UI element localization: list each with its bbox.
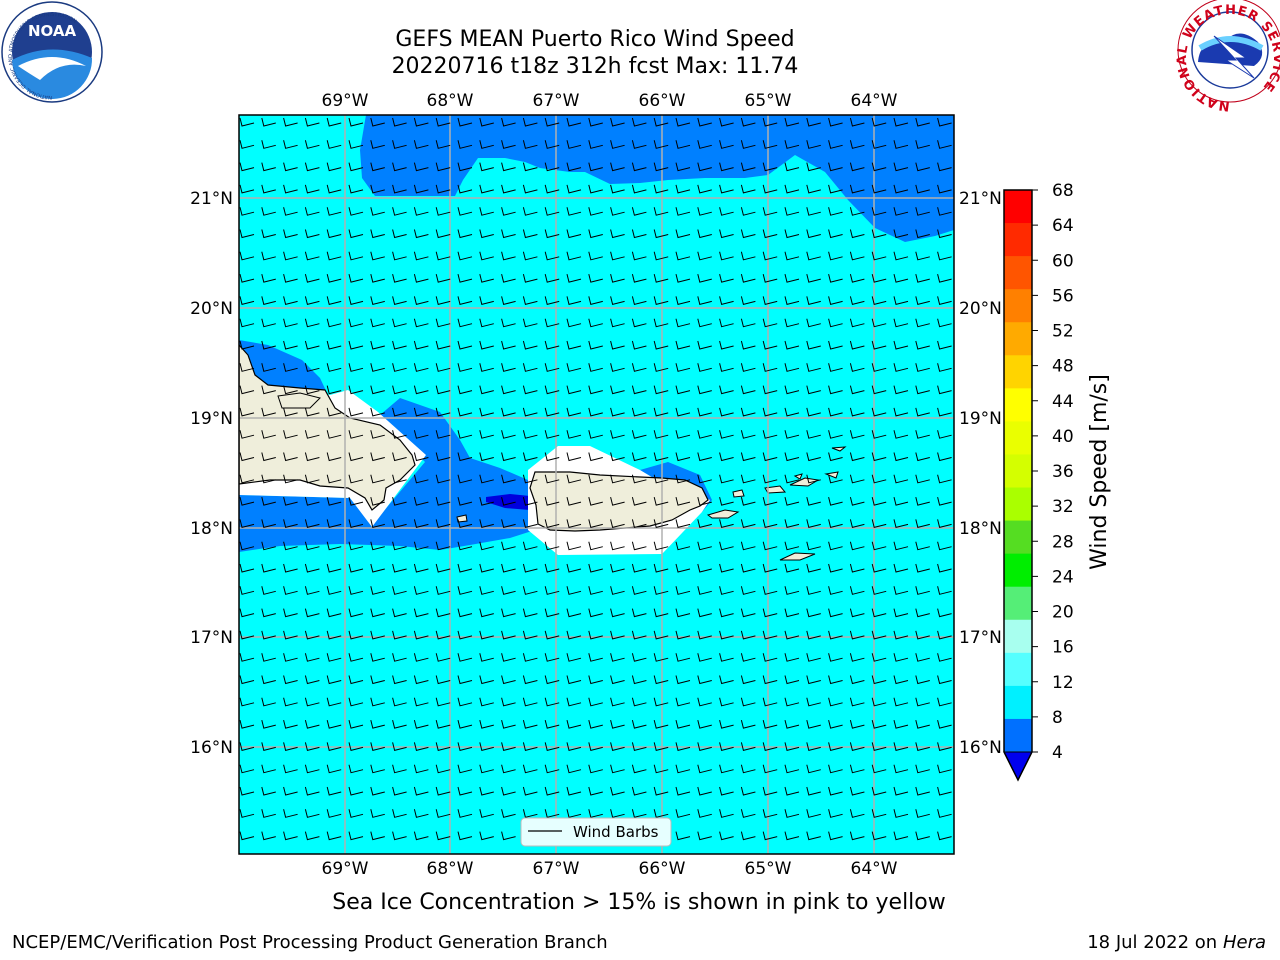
colorbar-segment [1004, 718, 1032, 753]
lat-tick: 19°N [959, 409, 1002, 429]
colorbar-segment [1004, 685, 1032, 720]
colorbar-segment [1004, 190, 1032, 224]
lon-tick: 68°W [427, 91, 474, 111]
lat-tick: 21°N [959, 189, 1002, 209]
lat-tick: 16°N [190, 738, 233, 758]
lat-tick: 16°N [959, 738, 1002, 758]
colorbar-tick-label: 20 [1052, 603, 1074, 623]
wind-barbs-layer [239, 117, 952, 841]
noaa-logo-text: NOAA [28, 22, 77, 40]
colorbar-segment [1004, 223, 1032, 257]
colorbar-tick-label: 60 [1052, 251, 1074, 271]
colorbar-tick-label: 52 [1052, 322, 1074, 342]
colorbar-tick-label: 40 [1052, 427, 1074, 447]
colorbar-extend-arrow [1003, 751, 1033, 782]
colorbar-frame [1003, 189, 1033, 782]
noaa-logo: NOAA NATIONAL OCEANIC AND ATMOSPHERIC AD… [1, 1, 103, 103]
puerto-rico-land [529, 471, 709, 532]
lat-ticks-left: 21°N 20°N 19°N 18°N 17°N 16°N [190, 189, 233, 758]
colorbar-tick-label: 4 [1052, 743, 1063, 763]
lat-tick: 17°N [190, 628, 233, 648]
colorbar-tick-label: 68 [1052, 181, 1074, 201]
colorbar-tick-label: 16 [1052, 638, 1074, 658]
colorbar-segment [1004, 454, 1032, 489]
colorbar-segment [1004, 487, 1032, 522]
wind-4-8-pr-east [640, 462, 712, 512]
lon-ticks-bottom: 69°W 68°W 67°W 66°W 65°W 64°W [322, 859, 898, 879]
lon-tick: 67°W [533, 859, 580, 879]
colorbar-segment [1004, 553, 1032, 588]
colorbar-tick-label: 32 [1052, 497, 1074, 517]
colorbar-tick-label: 12 [1052, 673, 1074, 693]
lat-tick: 18°N [190, 519, 233, 539]
map-title: GEFS MEAN Puerto Rico Wind Speed [395, 27, 795, 52]
sea-ice-caption: Sea Ice Concentration > 15% is shown in … [332, 890, 946, 915]
lon-tick: 69°W [322, 859, 369, 879]
lon-tick: 64°W [851, 859, 898, 879]
wind-below-4 [486, 494, 530, 510]
map-subtitle: 20220716 t18z 312h fcst Max: 11.74 [391, 54, 799, 79]
colorbar-tick-label: 48 [1052, 357, 1074, 377]
lat-tick: 18°N [959, 519, 1002, 539]
colorbar-segment [1004, 586, 1032, 621]
colorbar-segment [1004, 322, 1032, 356]
footer-host: Hera [1222, 932, 1266, 953]
lat-tick: 17°N [959, 628, 1002, 648]
vieques-island [706, 509, 740, 519]
footer-date: 18 Jul 2022 on Hera [1087, 932, 1266, 953]
colorbar-tick-label: 8 [1052, 708, 1063, 728]
colorbar-tick-label: 56 [1052, 286, 1074, 306]
footer-branch: NCEP/EMC/Verification Post Processing Pr… [12, 932, 608, 953]
colorbar-tick-label: 28 [1052, 532, 1074, 552]
colorbar-tick-label: 64 [1052, 216, 1074, 236]
lat-tick: 19°N [190, 409, 233, 429]
lon-tick: 65°W [745, 91, 792, 111]
lat-tick: 21°N [190, 189, 233, 209]
colorbar-label: Wind Speed [m/s] [1087, 374, 1112, 570]
lon-tick: 66°W [639, 859, 686, 879]
map-plot-area [239, 115, 954, 854]
colorbar-segment [1004, 619, 1032, 654]
lon-tick: 69°W [322, 91, 369, 111]
colorbar-segment [1004, 520, 1032, 555]
colorbar-segment [1004, 355, 1032, 389]
colorbar: 68 64 60 56 52 48 44 40 36 32 28 24 20 16 12 8 4 [1003, 181, 1074, 782]
hispaniola-north-coast [277, 392, 321, 409]
lon-tick: 64°W [851, 91, 898, 111]
lon-tick: 67°W [533, 91, 580, 111]
nws-logo: NATIONAL WEATHER SERVICE [1175, 0, 1280, 113]
colorbar-segment [1004, 652, 1032, 687]
colorbar-segment [1004, 289, 1032, 323]
mona-island [456, 514, 468, 523]
wind-barbs [239, 117, 952, 841]
colorbar-segment [1004, 388, 1032, 422]
lon-ticks-top: 69°W 68°W 67°W 66°W 65°W 64°W [322, 91, 898, 111]
lon-tick: 65°W [745, 859, 792, 879]
map-legend: Wind Barbs [520, 817, 672, 847]
lon-tick: 68°W [427, 859, 474, 879]
colorbar-segment [1004, 421, 1032, 455]
footer-date-text: 18 Jul 2022 on [1087, 932, 1223, 953]
colorbar-tick-label: 24 [1052, 567, 1074, 587]
st-croix-island [779, 552, 816, 561]
legend-label: Wind Barbs [573, 823, 659, 841]
map-frame [238, 114, 955, 855]
hispaniola-land [239, 344, 416, 511]
colorbar-tick-label: 44 [1052, 392, 1074, 412]
colorbar-segment [1004, 256, 1032, 290]
lat-tick: 20°N [190, 299, 233, 319]
lat-ticks-right: 21°N 20°N 19°N 18°N 17°N 16°N [959, 189, 1002, 758]
colorbar-tick-label: 36 [1052, 462, 1074, 482]
lon-tick: 66°W [639, 91, 686, 111]
lat-tick: 20°N [959, 299, 1002, 319]
wind-4-8-south-band [239, 398, 535, 552]
